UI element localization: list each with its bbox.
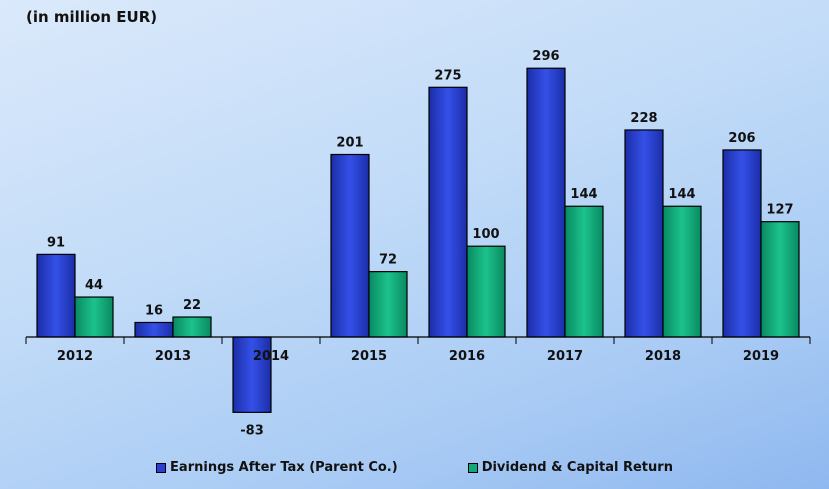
legend-swatch-earnings	[156, 462, 167, 473]
bar-dividend-2017	[564, 205, 604, 338]
legend: Earnings After Tax (Parent Co.) Dividend…	[0, 460, 829, 475]
x-tick-label-2014: 2014	[253, 349, 289, 364]
x-tick-label-2018: 2018	[645, 349, 681, 364]
data-label-dividend-2018: 144	[668, 187, 695, 202]
data-label-earnings-2013: 16	[145, 303, 163, 318]
bar-dividend-2016	[466, 245, 506, 338]
data-label-dividend-2017: 144	[570, 187, 597, 202]
data-label-dividend-2015: 72	[379, 253, 397, 268]
bar-chart: 91 44 2012 16 22 2013 -83 2014 201 72 2015 275 100 20…	[25, 49, 811, 438]
bar-earnings-2012	[36, 253, 76, 338]
data-label-earnings-2014: -83	[240, 423, 264, 438]
x-tick-label-2013: 2013	[155, 349, 191, 364]
data-label-dividend-2019: 127	[766, 203, 793, 218]
bar-dividend-2015	[368, 271, 408, 338]
x-tick-label-2016: 2016	[449, 349, 485, 364]
legend-label-earnings: Earnings After Tax (Parent Co.)	[170, 460, 398, 475]
bar-dividend-2018	[662, 205, 702, 338]
data-label-earnings-2016: 275	[434, 68, 461, 83]
legend-item-earnings: Earnings After Tax (Parent Co.)	[156, 460, 398, 475]
legend-label-dividend: Dividend & Capital Return	[481, 460, 673, 475]
data-label-earnings-2019: 206	[728, 131, 755, 146]
bar-earnings-2015	[330, 153, 370, 338]
x-tick-label-2017: 2017	[547, 349, 583, 364]
chart-title: (in million EUR)	[26, 8, 158, 26]
data-label-earnings-2017: 296	[532, 49, 559, 64]
bar-dividend-2013	[172, 316, 212, 338]
bar-earnings-2016	[428, 86, 468, 338]
legend-swatch-dividend	[467, 462, 478, 473]
x-tick-label-2012: 2012	[57, 349, 93, 364]
x-tick-label-2019: 2019	[743, 349, 779, 364]
data-label-dividend-2012: 44	[85, 278, 103, 293]
bar-dividend-2019	[760, 221, 800, 338]
data-label-dividend-2013: 22	[183, 298, 201, 313]
data-label-earnings-2015: 201	[336, 135, 363, 150]
data-label-earnings-2012: 91	[47, 235, 65, 250]
axis-layer	[25, 336, 811, 344]
bar-dividend-2012	[74, 296, 114, 338]
data-label-dividend-2016: 100	[472, 227, 499, 242]
bar-earnings-2019	[722, 149, 762, 338]
bar-earnings-2017	[526, 67, 566, 338]
labels-layer: 91 44 2012 16 22 2013 -83 2014 201 72 2015 275 100 20…	[47, 49, 794, 438]
legend-item-dividend: Dividend & Capital Return	[467, 460, 673, 475]
data-label-earnings-2018: 228	[630, 111, 657, 126]
bar-earnings-2013	[134, 321, 174, 338]
bars-layer	[36, 67, 800, 413]
x-tick-label-2015: 2015	[351, 349, 387, 364]
bar-earnings-2018	[624, 129, 664, 338]
